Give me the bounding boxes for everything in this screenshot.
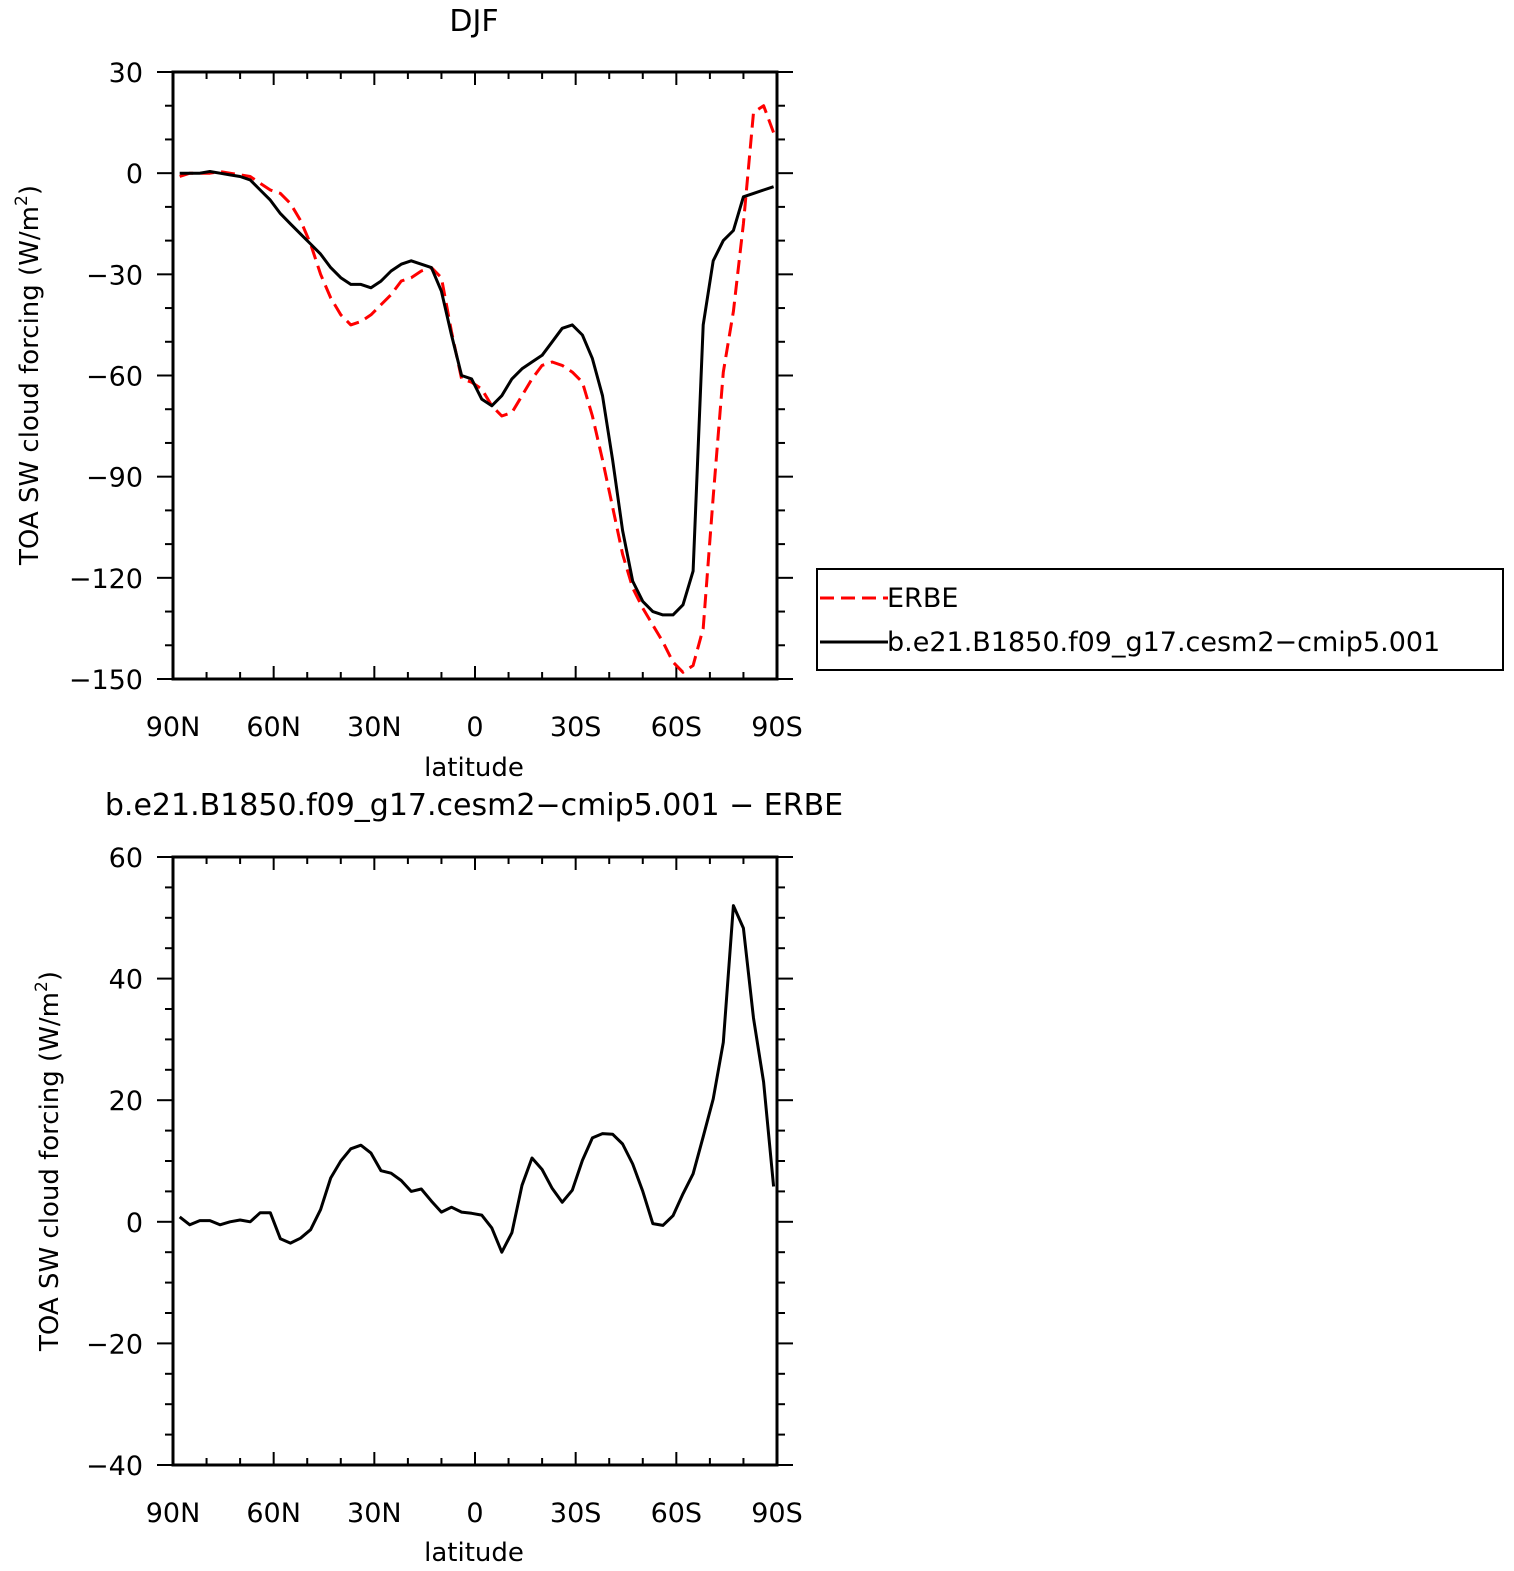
top-axis-ticks xyxy=(157,71,793,680)
top-panel: DJF 30 0 −30 −60 −90 −120 −150 90N 60N 30N 0 30S 60… xyxy=(12,4,1504,783)
y-tick-label: −150 xyxy=(69,665,143,696)
y-tick-label: 30 xyxy=(109,58,143,89)
top-plot-area xyxy=(157,70,793,681)
x-tick-label: 90N xyxy=(146,1498,201,1529)
x-tick-label: 0 xyxy=(466,712,483,743)
erbe-series-line xyxy=(179,104,776,674)
bottom-plot-area xyxy=(157,855,793,1467)
bottom-axis-frame xyxy=(171,855,779,1467)
x-tick-label: 30N xyxy=(347,712,402,743)
x-tick-label: 90S xyxy=(751,1498,803,1529)
x-tick-label: 90N xyxy=(146,712,201,743)
bottom-series-lines xyxy=(178,904,776,1254)
top-ytick-labels: 30 0 −30 −60 −90 −120 −150 xyxy=(69,58,143,696)
y-tick-label: 0 xyxy=(126,1208,143,1239)
y-tick-label: 40 xyxy=(109,965,143,996)
legend-label-model: b.e21.B1850.f09_g17.cesm2−cmip5.001 xyxy=(887,627,1440,658)
bottom-panel: b.e21.B1850.f09_g17.cesm2−cmip5.001 − ER… xyxy=(32,788,843,1568)
x-tick-label: 0 xyxy=(466,1498,483,1529)
model-series-line xyxy=(178,904,776,1254)
x-tick-label: 60N xyxy=(246,712,301,743)
y-tick-label: 60 xyxy=(109,843,143,874)
bottom-xtick-labels: 90N 60N 30N 0 30S 60S 90S xyxy=(146,1498,803,1529)
bottom-panel-title: b.e21.B1850.f09_g17.cesm2−cmip5.001 − ER… xyxy=(105,788,843,823)
x-tick-label: 90S xyxy=(751,712,803,743)
y-tick-label: 20 xyxy=(109,1086,143,1117)
x-tick-label: 30S xyxy=(550,712,602,743)
top-x-axis-label: latitude xyxy=(424,753,524,783)
legend-box xyxy=(816,568,1504,671)
y-tick-label: −60 xyxy=(86,362,143,393)
x-tick-label: 60S xyxy=(651,712,703,743)
y-tick-label: −90 xyxy=(86,463,143,494)
y-tick-label: −120 xyxy=(69,564,143,595)
y-tick-label: −30 xyxy=(86,260,143,291)
bottom-y-axis-label: TOA SW cloud forcing (W/m2) xyxy=(32,971,65,1352)
bottom-ytick-labels: 60 40 20 0 −20 −40 xyxy=(86,843,143,1482)
y-tick-label: −40 xyxy=(86,1451,143,1482)
x-tick-label: 30S xyxy=(550,1498,602,1529)
top-axis-frame xyxy=(171,70,779,681)
model-series-line xyxy=(179,170,775,617)
top-y-axis-label: TOA SW cloud forcing (W/m2) xyxy=(12,185,45,566)
bottom-x-axis-label: latitude xyxy=(424,1538,524,1568)
x-tick-label: 60S xyxy=(651,1498,703,1529)
x-tick-label: 30N xyxy=(347,1498,402,1529)
top-xtick-labels: 90N 60N 30N 0 30S 60S 90S xyxy=(146,712,803,743)
top-panel-title: DJF xyxy=(449,4,498,39)
top-series-lines xyxy=(179,104,776,674)
y-tick-label: 0 xyxy=(126,159,143,190)
legend: ERBE b.e21.B1850.f09_g17.cesm2−cmip5.001 xyxy=(816,568,1504,671)
x-tick-label: 60N xyxy=(246,1498,301,1529)
y-tick-label: −20 xyxy=(86,1329,143,1360)
legend-label-erbe: ERBE xyxy=(887,583,958,614)
